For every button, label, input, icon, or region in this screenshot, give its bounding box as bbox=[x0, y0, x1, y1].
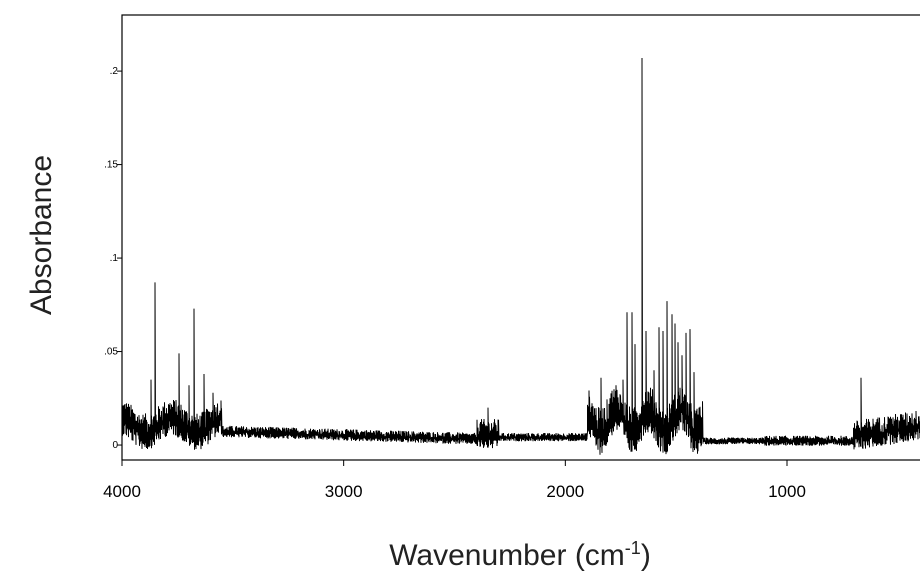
x-axis-label-exponent: -1 bbox=[624, 538, 641, 558]
x-tick-label: 4000 bbox=[103, 482, 141, 501]
y-axis-label: Absorbance bbox=[25, 154, 58, 316]
x-axis-label-text: Wavenumber (cm bbox=[389, 539, 625, 572]
x-tick-label: 3000 bbox=[325, 482, 363, 501]
x-axis-label-close: ) bbox=[640, 539, 651, 572]
spectrum-line bbox=[121, 57, 920, 455]
y-tick-label: .15 bbox=[104, 160, 118, 171]
y-tick-label: .2 bbox=[110, 66, 119, 77]
x-axis-label: Wavenumber (cm-1) bbox=[389, 539, 651, 573]
x-tick-label: 2000 bbox=[546, 482, 584, 501]
x-axis-ticks: 4000 3000 2000 1000 bbox=[103, 460, 806, 501]
y-tick-label: .05 bbox=[104, 347, 118, 358]
plot-frame bbox=[121, 14, 920, 461]
y-axis-ticks: 0 .05 .1 .15 .2 bbox=[104, 66, 122, 451]
y-tick-label: 0 bbox=[112, 440, 118, 451]
y-tick-label: .1 bbox=[110, 253, 119, 264]
x-tick-label: 1000 bbox=[768, 482, 806, 501]
